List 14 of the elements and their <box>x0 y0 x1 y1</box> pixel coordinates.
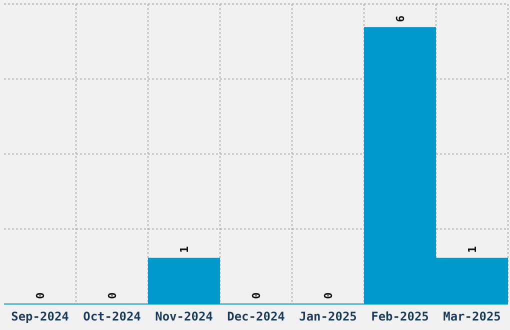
x-tick-label: Oct-2024 <box>83 310 141 324</box>
x-tick-label: Mar-2025 <box>443 310 501 324</box>
x-tick-label: Jan-2025 <box>299 310 357 324</box>
data-label: 1 <box>466 246 479 253</box>
data-label: 1 <box>178 246 191 253</box>
x-tick-label: Sep-2024 <box>11 310 69 324</box>
x-tick-label: Feb-2025 <box>371 310 429 324</box>
data-label: 0 <box>322 292 335 299</box>
data-label: 6 <box>394 15 407 22</box>
x-tick-label: Nov-2024 <box>155 310 213 324</box>
data-label: 0 <box>34 292 47 299</box>
data-label: 0 <box>250 292 263 299</box>
data-label: 0 <box>106 292 119 299</box>
x-tick-label: Dec-2024 <box>227 310 285 324</box>
